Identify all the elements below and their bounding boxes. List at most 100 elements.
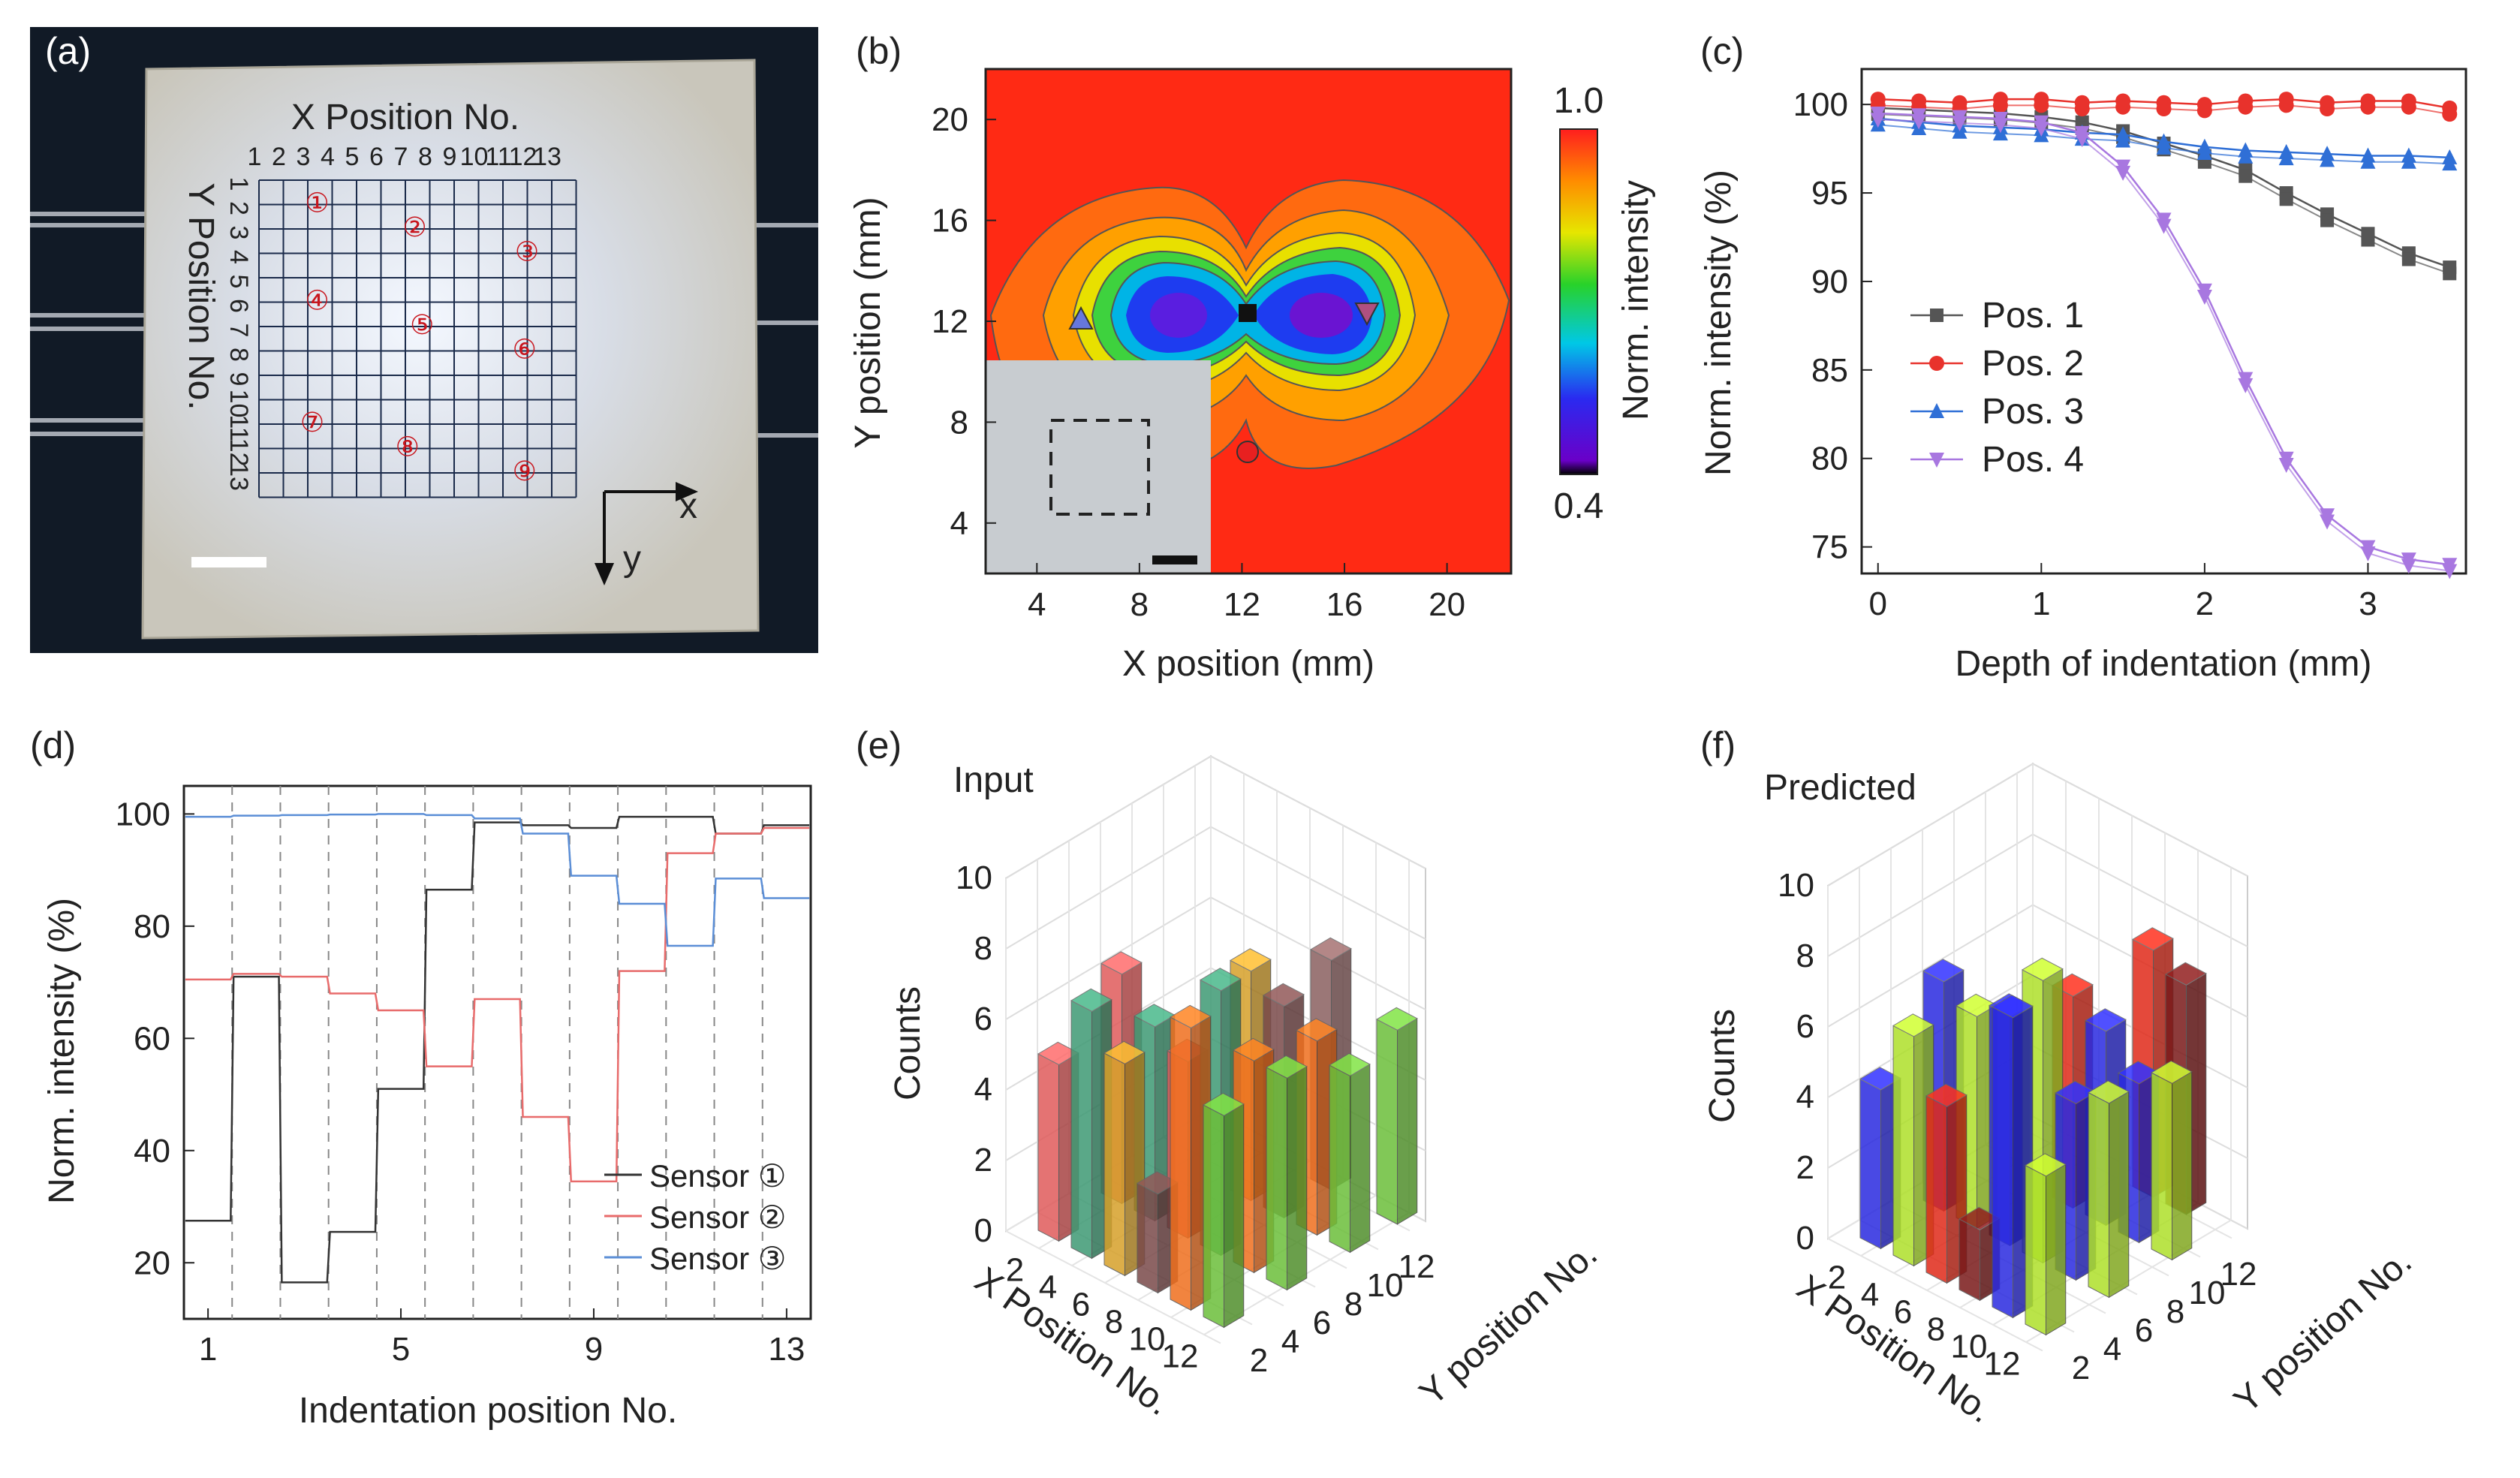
line-plot-c: 0 1 2 3 75 80 85 90 95 100 <box>1793 86 2458 622</box>
bar-11-12 <box>1375 1007 1418 1225</box>
y-tick-label: 95 <box>1811 175 1848 212</box>
bar-11-1 <box>1202 1092 1245 1329</box>
x-tick-label: 8 <box>1131 586 1149 623</box>
colorbar-max: 1.0 <box>1554 81 1604 121</box>
z-tick-label: 10 <box>1778 867 1814 904</box>
z-tick-label: 2 <box>1796 1149 1814 1186</box>
x-tick-label: 4 <box>1861 1277 1879 1314</box>
data-point <box>2074 101 2090 117</box>
bar3d-e-title: Input <box>953 760 1034 800</box>
grid-y-number: 3 <box>224 226 253 240</box>
bar-top <box>2024 1153 2067 1177</box>
sensor-marker: ⑤ <box>410 309 434 340</box>
legend-label: Sensor ① <box>649 1158 786 1194</box>
y-tick-label: 90 <box>1811 263 1848 300</box>
marker-pos-2 <box>1236 441 1259 463</box>
bar3d-f-zlabel: Counts <box>1703 1009 1742 1123</box>
x-tick-label: 13 <box>768 1331 805 1368</box>
grid-x-number: 3 <box>297 143 311 171</box>
bar-top <box>2084 1008 2127 1032</box>
z-tick-label: 8 <box>974 930 992 967</box>
bar-top <box>1229 948 1272 972</box>
data-point <box>2360 99 2376 115</box>
panel-label-e: (e) <box>856 724 902 766</box>
x-tick-label: 6 <box>1894 1294 1912 1331</box>
data-point <box>1952 116 1968 131</box>
panel-label-c: (c) <box>1700 30 1744 72</box>
bar-5-1 <box>1103 1040 1146 1277</box>
y-tick-label: 60 <box>134 1020 170 1057</box>
panel-label-f: (f) <box>1700 724 1736 766</box>
legend-label: Sensor ② <box>649 1200 786 1235</box>
x-tick-label: 8 <box>1105 1304 1123 1341</box>
colorbar <box>1559 128 1598 475</box>
plot-frame-d <box>182 784 812 1320</box>
data-point <box>2361 233 2375 247</box>
data-point <box>2442 564 2458 579</box>
bar-front <box>1203 1104 1224 1329</box>
data-point <box>2360 153 2376 169</box>
bar-front <box>1376 1019 1398 1225</box>
series-step-3 <box>185 813 810 947</box>
bar-top <box>1199 968 1242 992</box>
x-tick-label: 2 <box>1828 1260 1846 1296</box>
bar-front <box>1170 1016 1191 1311</box>
grid-x-number: 1 <box>248 143 262 171</box>
y-tick-label: 80 <box>134 908 170 945</box>
bar3d-e-ylabel: Y position No. <box>1412 1234 1605 1413</box>
data-point <box>2115 132 2131 148</box>
grid-y-number: 8 <box>224 348 253 362</box>
grid-x-number: 11 <box>485 143 511 171</box>
data-point <box>2196 145 2212 160</box>
bar-side <box>1287 1065 1308 1291</box>
bar-front <box>1329 1064 1350 1254</box>
bar-front <box>2151 1072 2172 1261</box>
sensor-marker: ⑧ <box>396 432 420 462</box>
bar-top <box>1232 1037 1275 1061</box>
data-point <box>1992 118 2008 134</box>
y-tick-label: 4 <box>2103 1331 2121 1368</box>
z-tick-label: 4 <box>974 1071 992 1108</box>
bar-top <box>1892 1013 1934 1037</box>
y-tick-label: 10 <box>2189 1275 2226 1311</box>
bar-side <box>1224 1103 1245 1329</box>
grid-y-number: 4 <box>224 250 253 264</box>
grid-y-number: 12 <box>224 438 253 467</box>
y-tick-label: 16 <box>932 203 968 239</box>
y-tick-label: 10 <box>1367 1267 1404 1304</box>
z-tick-label: 4 <box>1796 1079 1814 1115</box>
legend-label: Sensor ③ <box>649 1241 786 1276</box>
y-tick-label: 85 <box>1811 352 1848 389</box>
data-point <box>2156 101 2172 117</box>
data-point <box>2238 99 2254 115</box>
legend-marker <box>1929 356 1944 371</box>
panel-label-a: (a) <box>45 30 91 72</box>
y-tick-label: 8 <box>2166 1293 2184 1330</box>
panel-a: 1 2 3 4 5 6 7 8 9 1011121312345678910111213①②③④⑤⑥… <box>30 27 818 653</box>
scale-bar <box>191 557 266 567</box>
grid-y-number: 13 <box>224 462 253 491</box>
position-grid: 1 2 3 4 5 6 7 8 9 1011121312345678910111213①②③④⑤⑥… <box>224 143 577 498</box>
series-line-4 <box>1877 112 2450 566</box>
legend-label: Pos. 4 <box>1982 440 2084 480</box>
bar-side <box>2046 1163 2067 1336</box>
bar-front <box>1925 1095 1947 1284</box>
bar-11-1 <box>2024 1153 2067 1336</box>
grid-y-number: 1 <box>224 177 253 191</box>
panel-b: (b) 4 8 12 16 2 <box>848 30 1656 684</box>
y-tick-label: 12 <box>1398 1248 1435 1285</box>
bar-side <box>2109 1091 2130 1299</box>
data-point <box>2115 165 2131 181</box>
data-point <box>2156 139 2172 155</box>
z-tick-label: 6 <box>974 1001 992 1037</box>
data-point <box>2401 558 2416 574</box>
z-tick-label: 2 <box>974 1142 992 1178</box>
z-tick-label: 10 <box>956 859 992 896</box>
y-tick-label: 2 <box>2072 1350 2090 1386</box>
bar-top <box>1262 983 1305 1007</box>
bar-front <box>2088 1091 2109 1299</box>
bar-top <box>1103 1040 1146 1064</box>
sensor-marker: ⑨ <box>513 456 537 486</box>
